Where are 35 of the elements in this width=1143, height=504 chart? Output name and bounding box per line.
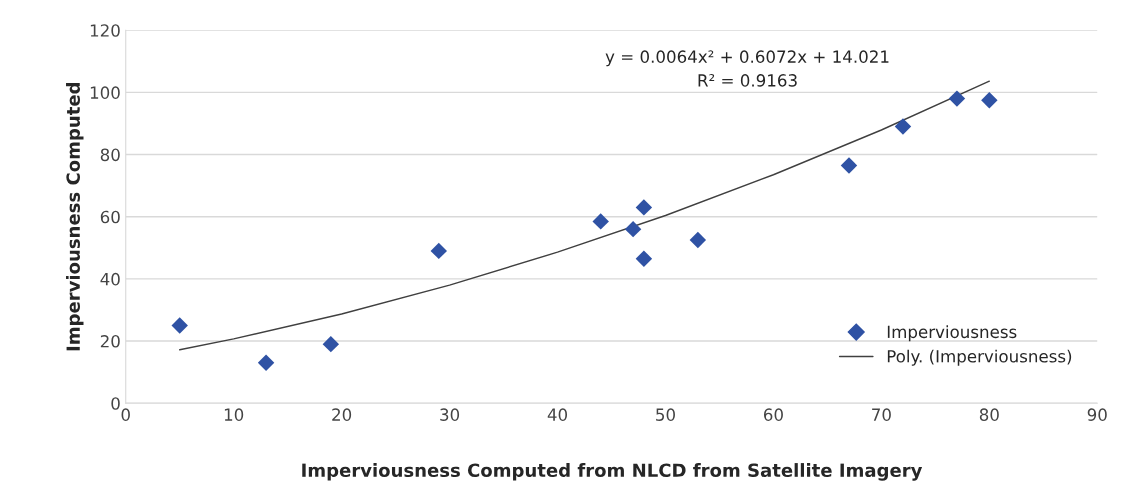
x-tick-label: 70 xyxy=(872,408,891,421)
x-tick-label: 60 xyxy=(763,408,783,421)
y-tick-label: 80 xyxy=(100,148,120,162)
legend-label: Imperviousness xyxy=(887,325,1017,342)
y-tick-label: 40 xyxy=(100,272,120,286)
y-tick-label: 100 xyxy=(90,86,120,99)
y-tick-label: 120 xyxy=(90,24,120,37)
x-tick-label: 50 xyxy=(656,408,675,421)
point xyxy=(322,335,340,353)
y-tick-label: 0 xyxy=(111,397,120,410)
x-tick-label: 0 xyxy=(121,408,130,421)
annotation: y = 0.0064x² + 0.6072x + 14.021 R² = 0.9163 xyxy=(605,50,889,87)
y-tick-label: 60 xyxy=(100,210,120,224)
x-tick-label: 20 xyxy=(332,408,352,421)
y-tick-label: 20 xyxy=(100,335,120,348)
point xyxy=(624,220,642,238)
point xyxy=(635,199,653,216)
x-tick-label: 30 xyxy=(440,408,460,421)
legend-label: Poly. (Imperviousness) xyxy=(887,349,1072,366)
x-tick-label: 90 xyxy=(1087,408,1107,421)
point xyxy=(948,90,966,107)
x-axis-title: Imperviousness Computed from NLCD from Satellite Imagery xyxy=(302,463,923,481)
point xyxy=(981,91,998,109)
x-tick-label: 40 xyxy=(547,408,568,421)
point xyxy=(257,354,275,372)
y-axis-title: Imperviousness Computed xyxy=(66,82,84,351)
point xyxy=(430,242,447,260)
point xyxy=(592,213,609,230)
point xyxy=(840,157,858,174)
point xyxy=(689,231,707,249)
x-tick-label: 80 xyxy=(979,408,999,421)
point xyxy=(635,250,653,267)
x-tick-label: 10 xyxy=(224,408,244,421)
point xyxy=(171,317,188,334)
point xyxy=(894,118,912,135)
